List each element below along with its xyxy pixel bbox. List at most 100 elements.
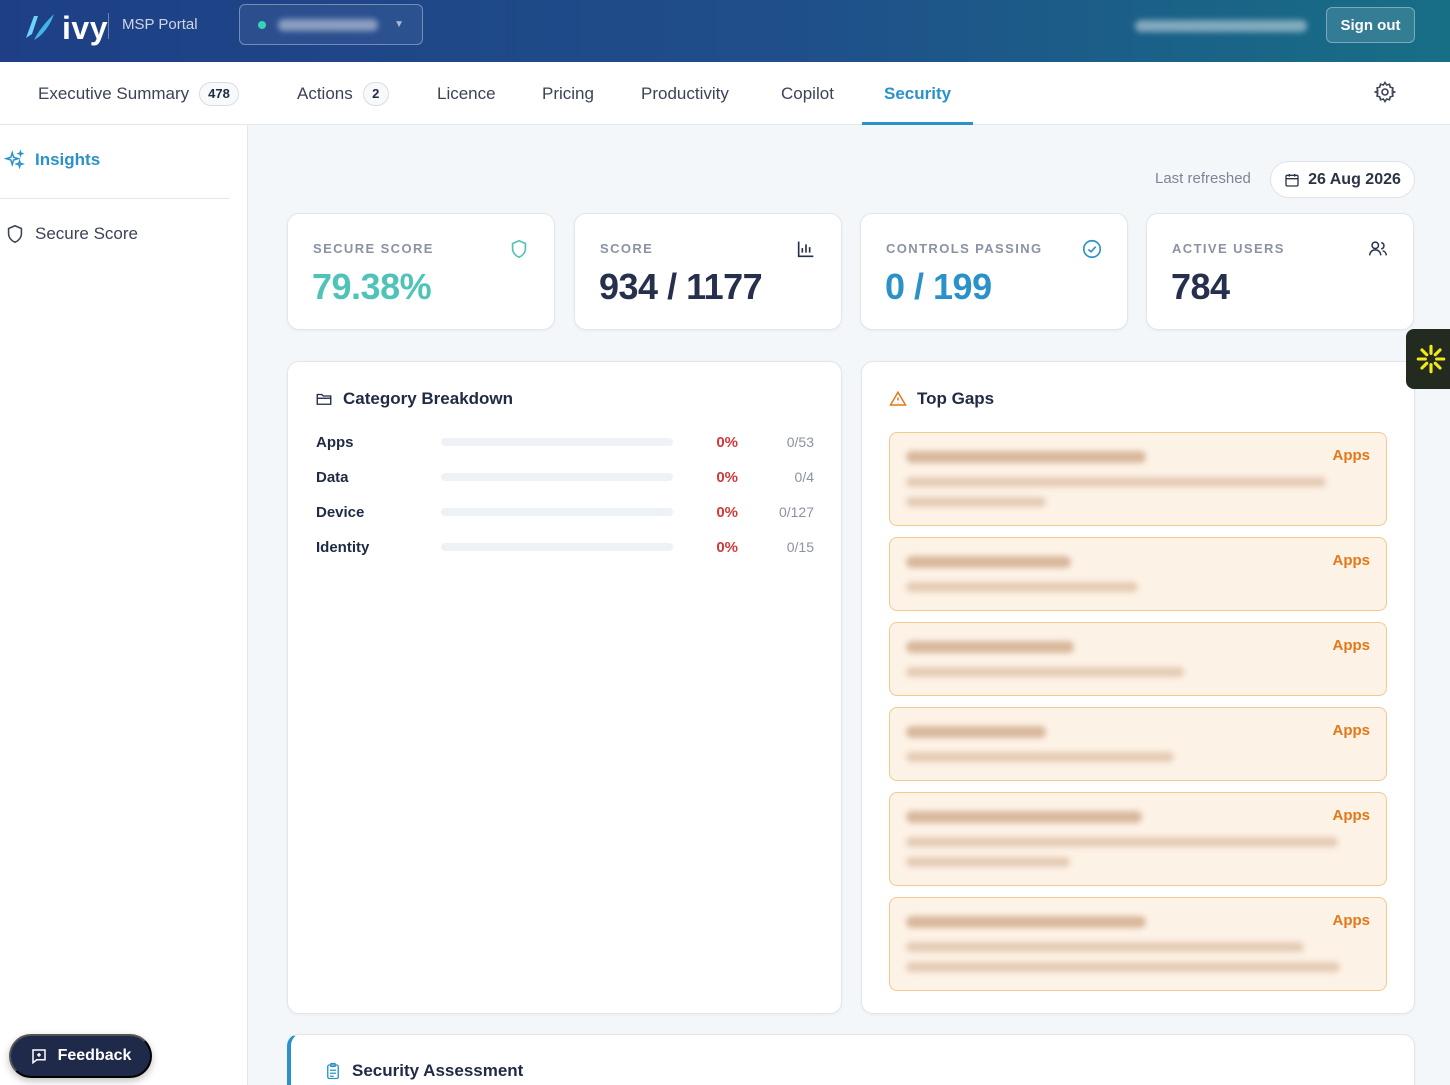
count-badge: 478 [199, 81, 239, 106]
stat-value: 0 / 199 [885, 266, 992, 307]
stat-label: SCORE [600, 241, 654, 256]
refresh-date: 26 Aug 2026 [1308, 170, 1401, 188]
ivy-logo-icon [26, 14, 54, 40]
category-count: 0/53 [786, 434, 814, 450]
sidebar-item-secure-score[interactable]: Secure Score [4, 223, 138, 245]
gap-item[interactable]: Apps [889, 792, 1387, 886]
security-assessment-panel: Security Assessment [287, 1034, 1415, 1085]
category-row-apps: Apps 0% 0/53 [316, 431, 816, 453]
sparkle-burst-icon [1416, 344, 1446, 374]
bar-chart-icon [797, 241, 814, 258]
tab-label: Copilot [781, 83, 834, 103]
tab-label: Productivity [641, 83, 729, 103]
security-assessment-title: Security Assessment [352, 1061, 524, 1080]
sidebar-item-insights[interactable]: Insights [4, 149, 100, 171]
gap-item[interactable]: Apps [889, 432, 1387, 526]
category-row-device: Device 0% 0/127 [316, 501, 816, 523]
gap-description-redacted [906, 942, 1304, 952]
category-name: Apps [316, 433, 354, 451]
shield-icon [511, 239, 527, 259]
gap-title-redacted [906, 451, 1146, 463]
category-percent: 0% [716, 538, 738, 556]
sign-out-button[interactable]: Sign out [1326, 7, 1415, 43]
gap-description-redacted [906, 477, 1326, 487]
category-count: 0/15 [786, 539, 814, 555]
portal-label: MSP Portal [122, 16, 198, 33]
tab-security[interactable]: Security [884, 62, 951, 125]
sidebar-item-label: Secure Score [35, 224, 138, 243]
gap-title-redacted [906, 726, 1046, 738]
tab-productivity[interactable]: Productivity [641, 62, 729, 125]
shield-icon [7, 224, 23, 244]
tab-executive-summary[interactable]: Executive Summary 478 [38, 62, 239, 125]
check-circle-icon [1082, 239, 1102, 259]
tenant-selector[interactable]: ▼ [239, 4, 423, 45]
tab-label: Security [884, 83, 952, 103]
gear-icon[interactable] [1373, 80, 1397, 104]
panel-title: Category Breakdown [315, 389, 513, 409]
category-tag: Apps [1332, 722, 1371, 739]
gap-item[interactable]: Apps [889, 707, 1387, 781]
sparkle-icon [4, 149, 26, 170]
gap-description-redacted [906, 752, 1174, 762]
sidebar: Insights Secure Score [0, 125, 248, 1085]
feedback-label: Feedback [57, 1047, 132, 1064]
stat-card-controls-passing: CONTROLS PASSING 0 / 199 [860, 213, 1128, 330]
folder-icon [316, 393, 332, 405]
floating-assistant-button[interactable] [1406, 329, 1450, 389]
stat-value: 784 [1171, 266, 1230, 307]
tab-label: Licence [437, 83, 496, 103]
top-header: ivy MSP Portal ▼ Sign out [0, 0, 1450, 62]
tab-copilot[interactable]: Copilot [781, 62, 834, 125]
progress-track [441, 473, 673, 481]
category-tag: Apps [1332, 912, 1371, 929]
top-gaps-title: Top Gaps [917, 389, 995, 408]
stat-card-secure-score: SECURE SCORE 79.38% [287, 213, 555, 330]
gap-title-redacted [906, 811, 1142, 823]
category-percent: 0% [716, 468, 738, 486]
category-percent: 0% [716, 503, 738, 521]
sidebar-item-label: Insights [35, 150, 101, 169]
panel-title: Security Assessment [324, 1061, 523, 1081]
tab-licence[interactable]: Licence [437, 62, 496, 125]
category-count: 0/4 [794, 469, 814, 485]
gap-item[interactable]: Apps [889, 897, 1387, 991]
clipboard-icon [327, 1062, 339, 1080]
gap-title-redacted [906, 556, 1071, 568]
gap-description-redacted [906, 962, 1340, 972]
top-gaps-panel: Top Gaps Apps Apps Apps Apps Apps Apps [861, 361, 1415, 1014]
category-breakdown-panel: Category Breakdown Apps 0% 0/53 Data 0% … [287, 361, 842, 1014]
logo[interactable]: ivy [20, 6, 108, 50]
category-name: Device [316, 503, 365, 521]
stat-value: 79.38% [312, 266, 432, 307]
category-tag: Apps [1332, 637, 1371, 654]
category-name: Identity [316, 538, 370, 556]
gap-description-redacted [906, 857, 1070, 867]
category-tag: Apps [1332, 447, 1371, 464]
gap-item[interactable]: Apps [889, 622, 1387, 696]
tenant-name-redacted [278, 18, 378, 31]
stat-label: SECURE SCORE [313, 241, 434, 256]
category-percent: 0% [716, 433, 738, 451]
category-name: Data [316, 468, 349, 486]
active-tab-indicator [862, 122, 973, 125]
gap-title-redacted [906, 916, 1146, 928]
category-row-identity: Identity 0% 0/15 [316, 536, 816, 558]
tab-label: Actions [297, 83, 353, 103]
sidebar-divider [0, 198, 230, 199]
feedback-icon [31, 1049, 46, 1065]
progress-track [441, 438, 673, 446]
feedback-button[interactable]: Feedback [9, 1034, 152, 1078]
gap-title-redacted [906, 641, 1074, 653]
gap-item[interactable]: Apps [889, 537, 1387, 611]
chevron-down-icon: ▼ [394, 19, 404, 30]
users-icon [1369, 241, 1387, 256]
header-divider [108, 13, 109, 39]
category-breakdown-title: Category Breakdown [343, 389, 514, 408]
count-badge: 2 [362, 81, 389, 106]
tab-pricing[interactable]: Pricing [542, 62, 594, 125]
refresh-date-chip[interactable]: 26 Aug 2026 [1270, 161, 1415, 198]
category-count: 0/127 [778, 504, 814, 520]
tab-actions[interactable]: Actions 2 [297, 62, 389, 125]
gap-description-redacted [906, 497, 1046, 507]
